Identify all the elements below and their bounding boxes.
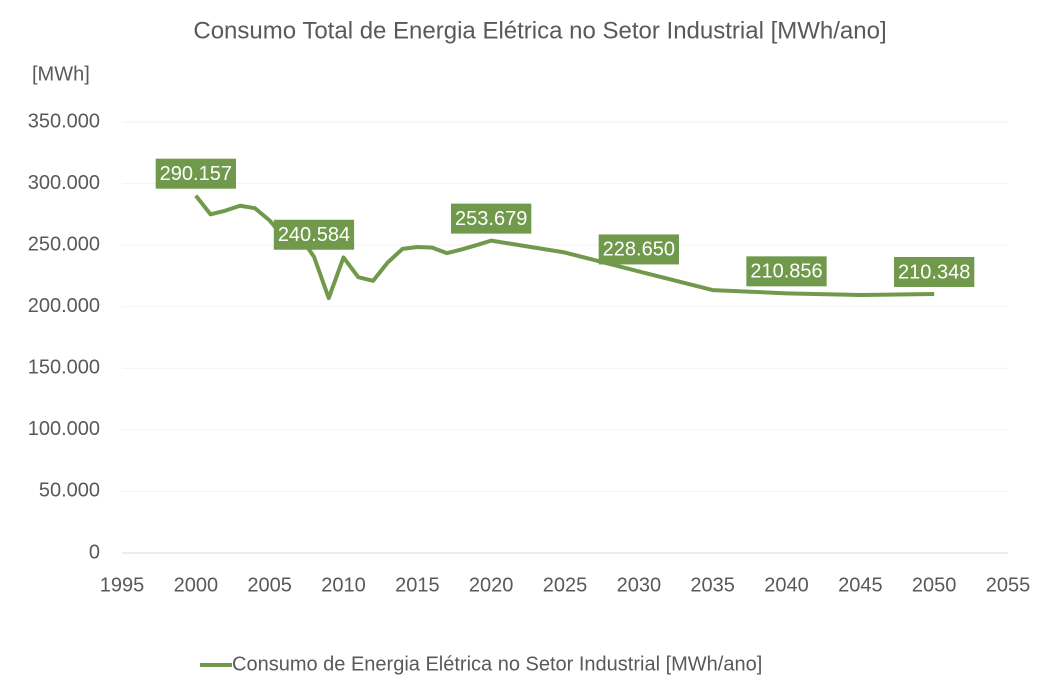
- value-label: 228.650: [603, 239, 675, 261]
- value-label: 240.584: [278, 224, 350, 246]
- value-label-box: [273, 219, 355, 250]
- legend-label: Consumo de Energia Elétrica no Setor Ind…: [232, 653, 762, 675]
- chart-title: Consumo Total de Energia Elétrica no Set…: [193, 17, 886, 44]
- y-axis-label: [MWh]: [32, 63, 90, 85]
- y-tick-label: 0: [89, 541, 100, 563]
- value-label-box: [451, 203, 532, 234]
- x-tick-label: 2015: [395, 574, 440, 596]
- y-tick-label: 150.000: [28, 357, 100, 379]
- value-label-box: [894, 256, 975, 287]
- x-tick-label: 2055: [986, 574, 1031, 596]
- x-tick-label: 2005: [247, 574, 292, 596]
- value-label: 210.856: [750, 261, 822, 283]
- y-tick-label: 250.000: [28, 233, 100, 255]
- x-tick-label: 2000: [174, 574, 219, 596]
- value-label: 290.157: [160, 163, 232, 185]
- y-tick-label: 50.000: [39, 480, 100, 502]
- y-tick-label: 200.000: [28, 295, 100, 317]
- value-label-box: [746, 256, 827, 287]
- x-tick-label: 2035: [690, 574, 735, 596]
- y-tick-label: 350.000: [28, 110, 100, 132]
- value-label-box: [155, 158, 236, 189]
- x-tick-label: 2040: [764, 574, 809, 596]
- x-tick-label: 2025: [543, 574, 588, 596]
- x-tick-label: 2045: [838, 574, 883, 596]
- value-label-box: [598, 234, 679, 265]
- value-label: 210.348: [898, 261, 970, 283]
- x-tick-label: 1995: [100, 574, 145, 596]
- y-tick-label: 300.000: [28, 172, 100, 194]
- line: [194, 194, 935, 301]
- x-tick-label: 2050: [912, 574, 957, 596]
- x-tick-label: 2030: [617, 574, 662, 596]
- x-tick-label: 2020: [469, 574, 514, 596]
- x-tick-label: 2010: [321, 574, 366, 596]
- y-tick-label: 100.000: [28, 418, 100, 440]
- value-label: 253.679: [455, 208, 527, 230]
